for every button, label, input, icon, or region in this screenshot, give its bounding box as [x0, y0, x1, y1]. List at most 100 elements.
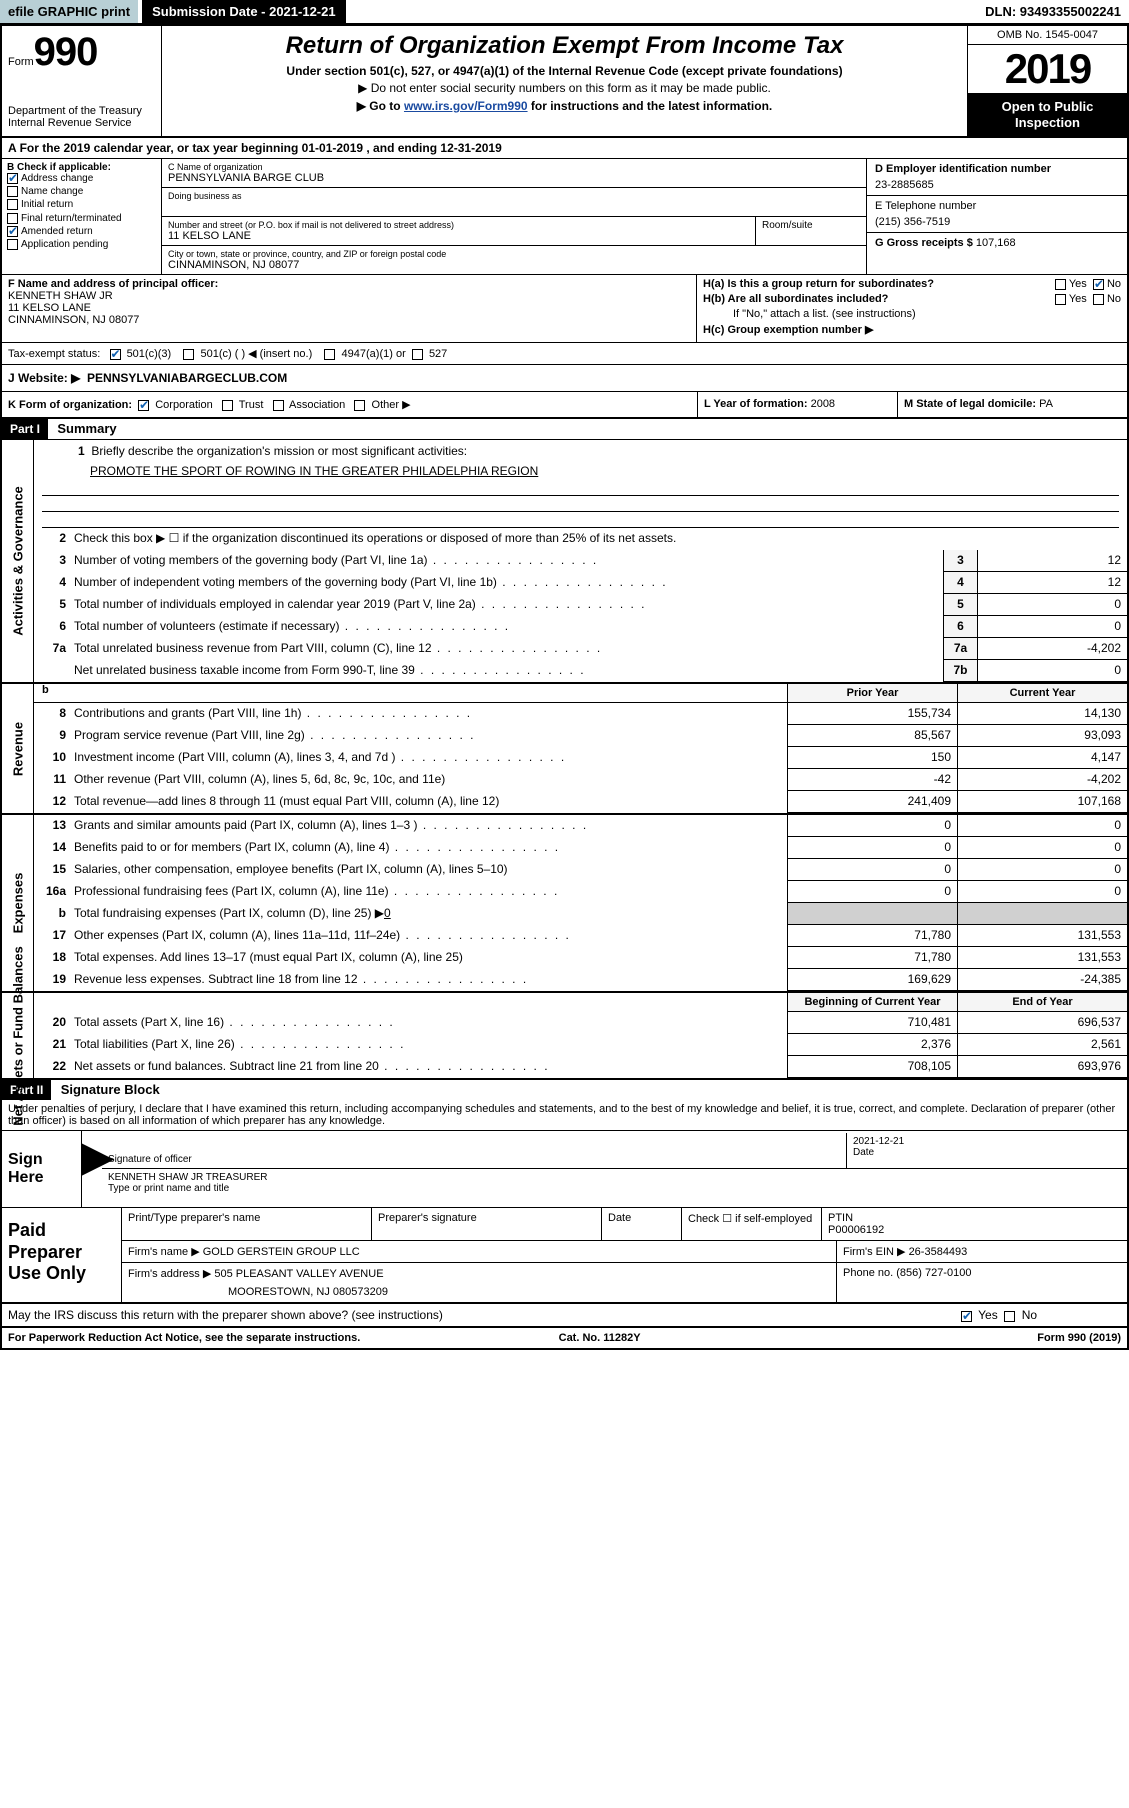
discuss-label: May the IRS discuss this return with the… — [8, 1308, 961, 1322]
city-label: City or town, state or province, country… — [168, 249, 860, 259]
hb-no-checkbox[interactable] — [1093, 294, 1104, 305]
hb-label: H(b) Are all subordinates included? — [703, 293, 888, 305]
l20-cur: 696,537 — [957, 1012, 1127, 1034]
l6: Total number of volunteers (estimate if … — [70, 616, 943, 638]
efile-badge: efile GRAPHIC print — [0, 0, 138, 23]
irs-link[interactable]: www.irs.gov/Form990 — [404, 99, 528, 113]
corp-checkbox[interactable] — [138, 400, 149, 411]
officer-print-name: KENNETH SHAW JR TREASURER — [108, 1172, 1121, 1183]
discuss-no-checkbox[interactable] — [1004, 1311, 1015, 1322]
c-name-label: C Name of organization — [168, 162, 860, 172]
l18: Total expenses. Add lines 13–17 (must eq… — [70, 947, 787, 969]
subtitle-1: Under section 501(c), 527, or 4947(a)(1)… — [170, 64, 959, 78]
assoc-checkbox[interactable] — [273, 400, 284, 411]
l13-cur: 0 — [957, 815, 1127, 837]
initial-return-checkbox[interactable] — [7, 199, 18, 210]
phone-label: Phone no. — [843, 1267, 893, 1279]
l11-prior: -42 — [787, 769, 957, 791]
firm-addr2: MOORESTOWN, NJ 080573209 — [128, 1280, 830, 1298]
dln: DLN: 93493355002241 — [977, 0, 1129, 23]
officer-addr1: 11 KELSO LANE — [8, 302, 690, 314]
l10: Investment income (Part VIII, column (A)… — [70, 747, 787, 769]
l7b: Net unrelated business taxable income fr… — [70, 660, 943, 682]
l2: Check this box ▶ ☐ if the organization d… — [70, 528, 1127, 550]
l14-prior: 0 — [787, 837, 957, 859]
l18-cur: 131,553 — [957, 947, 1127, 969]
hb-yes-checkbox[interactable] — [1055, 294, 1066, 305]
website-value: PENNSYLVANIABARGECLUB.COM — [87, 371, 287, 385]
mission-text: PROMOTE THE SPORT OF ROWING IN THE GREAT… — [34, 460, 1127, 480]
officer-addr2: CINNAMINSON, NJ 08077 — [8, 314, 690, 326]
l22-cur: 693,976 — [957, 1056, 1127, 1078]
l15-cur: 0 — [957, 859, 1127, 881]
prep-sig-label: Preparer's signature — [372, 1208, 602, 1240]
org-name: PENNSYLVANIA BARGE CLUB — [168, 172, 860, 184]
l7b-val: 0 — [977, 660, 1127, 682]
firm-name: GOLD GERSTEIN GROUP LLC — [203, 1246, 360, 1258]
l15-prior: 0 — [787, 859, 957, 881]
final-return-checkbox[interactable] — [7, 213, 18, 224]
address-change-checkbox[interactable] — [7, 173, 18, 184]
officer-name: KENNETH SHAW JR — [8, 290, 690, 302]
side-expenses: Expenses — [10, 873, 25, 934]
l8-cur: 14,130 — [957, 703, 1127, 725]
website-label: J Website: ▶ — [8, 371, 80, 385]
part2-bar: Part II — [2, 1080, 51, 1100]
501c-checkbox[interactable] — [183, 349, 194, 360]
b-title: B Check if applicable: — [7, 162, 156, 173]
prep-name-label: Print/Type preparer's name — [122, 1208, 372, 1240]
telephone: (215) 356-7519 — [875, 212, 1119, 228]
application-pending-checkbox[interactable] — [7, 239, 18, 250]
m-label: M State of legal domicile: — [904, 398, 1036, 410]
l6-val: 0 — [977, 616, 1127, 638]
city-state-zip: CINNAMINSON, NJ 08077 — [168, 259, 860, 271]
firm-addr-label: Firm's address ▶ — [128, 1268, 211, 1280]
l22: Net assets or fund balances. Subtract li… — [70, 1056, 787, 1078]
l16a-cur: 0 — [957, 881, 1127, 903]
trust-checkbox[interactable] — [222, 400, 233, 411]
4947-checkbox[interactable] — [324, 349, 335, 360]
sig-officer-label: Signature of officer — [108, 1154, 840, 1165]
firm-ein: 26-3584493 — [909, 1246, 968, 1258]
discuss-yes-checkbox[interactable] — [961, 1311, 972, 1322]
declaration: Under penalties of perjury, I declare th… — [2, 1100, 1127, 1130]
other-checkbox[interactable] — [354, 400, 365, 411]
side-netassets: Net Assets or Fund Balances — [10, 946, 25, 1125]
501c3-checkbox[interactable] — [110, 349, 121, 360]
l22-prior: 708,105 — [787, 1056, 957, 1078]
pra-notice: For Paperwork Reduction Act Notice, see … — [8, 1332, 360, 1344]
hdr-beginning: Beginning of Current Year — [787, 993, 957, 1012]
l9-cur: 93,093 — [957, 725, 1127, 747]
dept-treasury: Department of the Treasury — [8, 105, 155, 117]
arrow-icon: ▶ — [82, 1131, 102, 1207]
tel-label: E Telephone number — [875, 200, 1119, 212]
l-label: L Year of formation: — [704, 398, 808, 410]
subtitle-3: ▶ Go to www.irs.gov/Form990 for instruct… — [170, 99, 959, 113]
l14-cur: 0 — [957, 837, 1127, 859]
ha-yes-checkbox[interactable] — [1055, 279, 1066, 290]
527-checkbox[interactable] — [412, 349, 423, 360]
sign-here-label: Sign Here — [2, 1131, 82, 1207]
form-number: 990 — [34, 30, 98, 74]
l9-prior: 85,567 — [787, 725, 957, 747]
amended-return-checkbox[interactable] — [7, 226, 18, 237]
l16a-prior: 0 — [787, 881, 957, 903]
hdr-end: End of Year — [957, 993, 1127, 1012]
ha-label: H(a) Is this a group return for subordin… — [703, 278, 934, 290]
ha-no-checkbox[interactable] — [1093, 279, 1104, 290]
addr-label: Number and street (or P.O. box if mail i… — [168, 220, 749, 230]
firm-phone: (856) 727-0100 — [896, 1267, 971, 1279]
paid-preparer-label: Paid Preparer Use Only — [2, 1208, 122, 1302]
l21-cur: 2,561 — [957, 1034, 1127, 1056]
hdr-prior: Prior Year — [787, 684, 957, 703]
taxex-label: Tax-exempt status: — [8, 348, 100, 360]
l17: Other expenses (Part IX, column (A), lin… — [70, 925, 787, 947]
gross-receipts: 107,168 — [976, 237, 1016, 249]
side-revenue: Revenue — [10, 722, 25, 776]
l13: Grants and similar amounts paid (Part IX… — [70, 815, 787, 837]
l5-val: 0 — [977, 594, 1127, 616]
name-change-checkbox[interactable] — [7, 186, 18, 197]
side-governance: Activities & Governance — [10, 486, 25, 636]
subtitle-2: ▶ Do not enter social security numbers o… — [170, 81, 959, 95]
cat-no: Cat. No. 11282Y — [559, 1332, 641, 1344]
